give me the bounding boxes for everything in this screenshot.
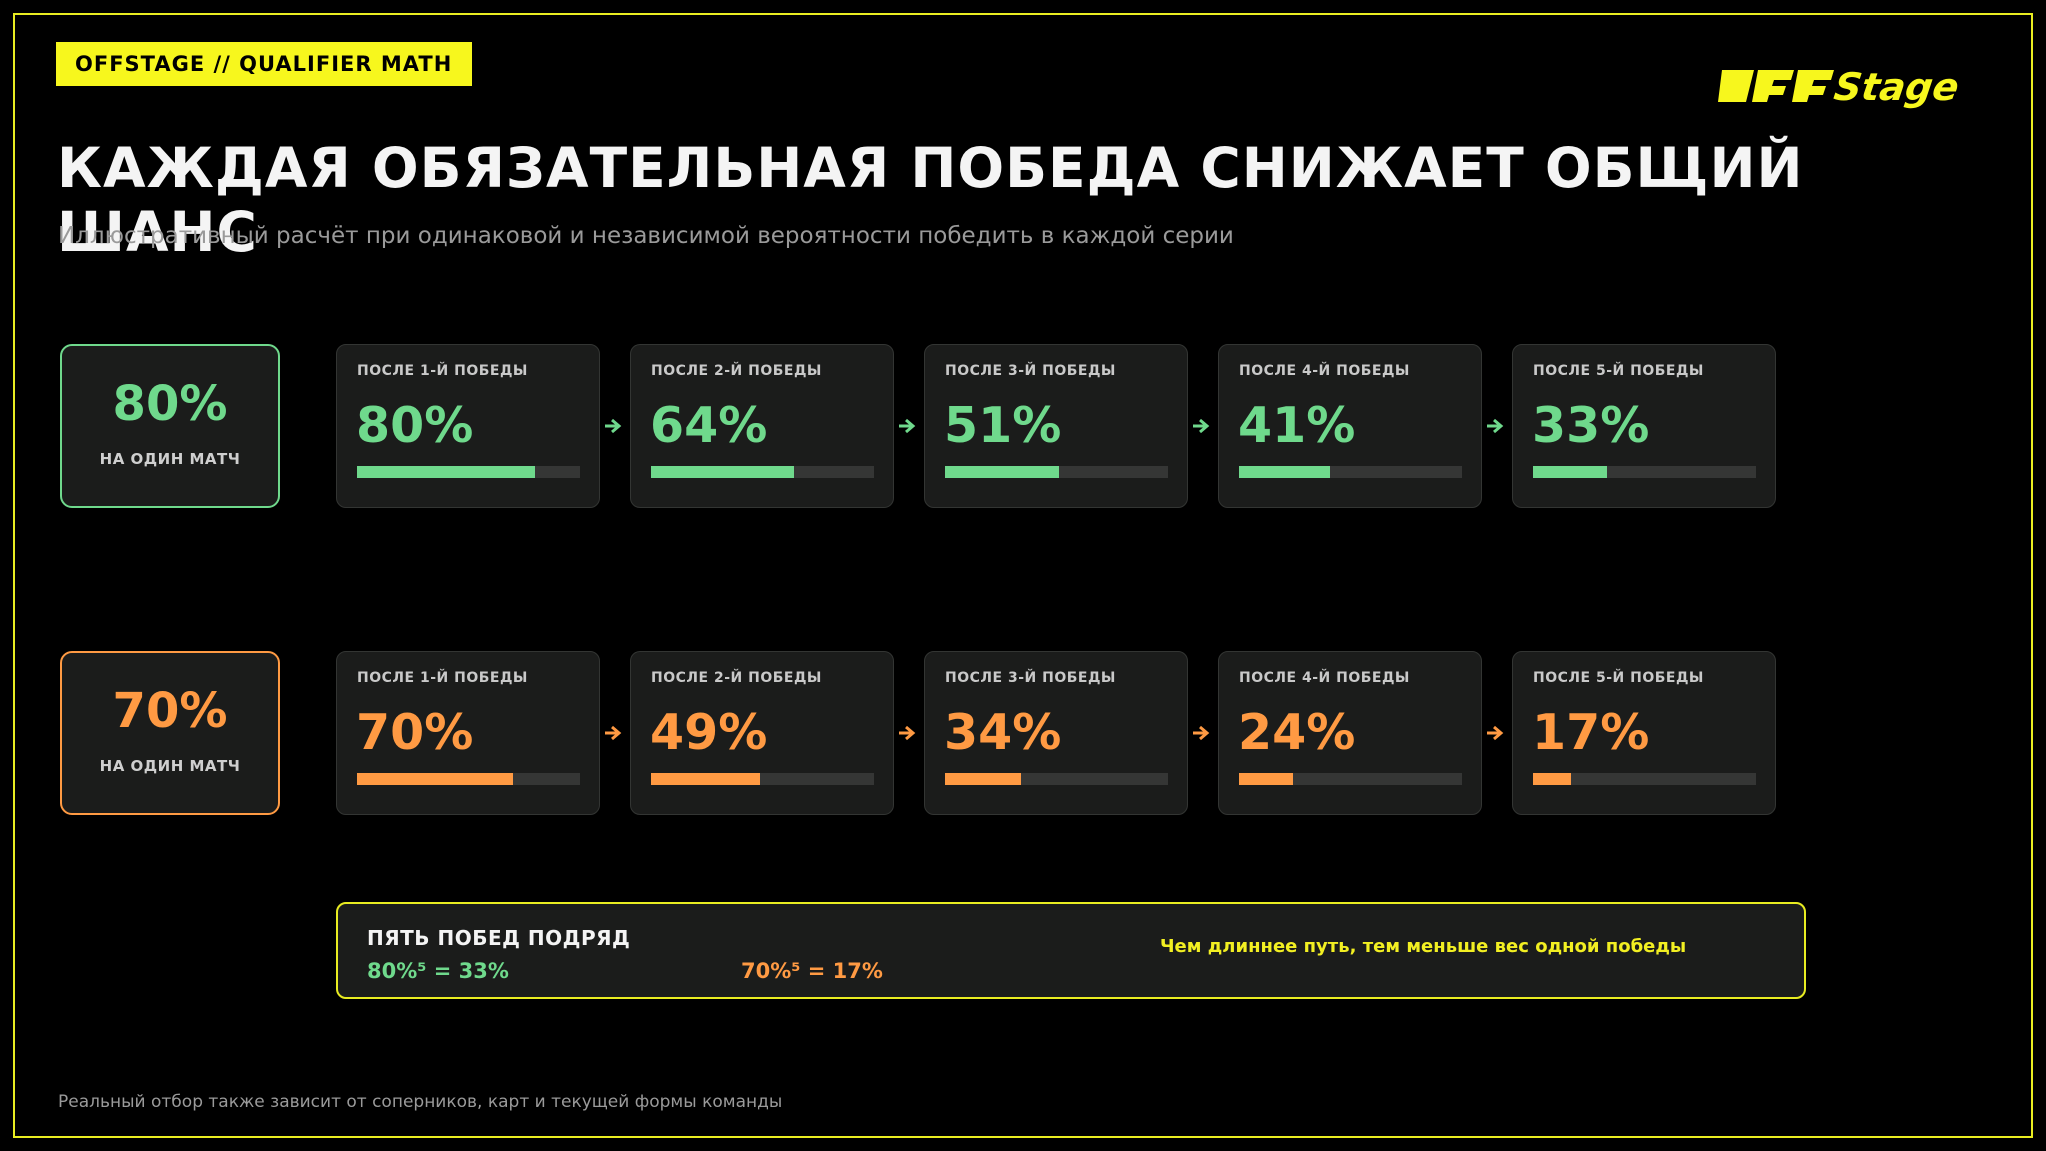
arrow-right-icon bbox=[899, 725, 916, 741]
progress-track bbox=[651, 466, 874, 478]
probability-row-70: 70% НА ОДИН МАТЧ ПОСЛЕ 1-Й ПОБЕДЫ 70% ПО… bbox=[0, 651, 2046, 816]
summary-note: Чем длиннее путь, тем меньше вес одной п… bbox=[1160, 936, 1687, 957]
summary-heading: ПЯТЬ ПОБЕД ПОДРЯД bbox=[367, 926, 631, 950]
per-match-box: 70% НА ОДИН МАТЧ bbox=[60, 651, 280, 815]
per-match-box: 80% НА ОДИН МАТЧ bbox=[60, 344, 280, 508]
step-card-4: ПОСЛЕ 4-Й ПОБЕДЫ 41% bbox=[1218, 344, 1482, 508]
progress-track bbox=[945, 466, 1168, 478]
summary-panel: ПЯТЬ ПОБЕД ПОДРЯД 80%⁵ = 33% 70%⁵ = 17% … bbox=[336, 902, 1806, 999]
progress-track bbox=[357, 773, 580, 785]
arrow-right-icon bbox=[1193, 418, 1210, 434]
step-value: 51% bbox=[944, 397, 1062, 454]
progress-fill bbox=[651, 773, 761, 785]
per-match-value: 80% bbox=[112, 376, 228, 432]
progress-fill bbox=[1239, 466, 1331, 478]
progress-fill bbox=[357, 466, 536, 478]
progress-track bbox=[357, 466, 580, 478]
step-card-5: ПОСЛЕ 5-Й ПОБЕДЫ 33% bbox=[1512, 344, 1776, 508]
offstage-logo: Stage bbox=[1718, 66, 1958, 110]
step-label: ПОСЛЕ 1-Й ПОБЕДЫ bbox=[357, 363, 528, 379]
step-value: 17% bbox=[1532, 704, 1650, 761]
arrow-right-icon bbox=[1193, 725, 1210, 741]
step-card-1: ПОСЛЕ 1-Й ПОБЕДЫ 70% bbox=[336, 651, 600, 815]
page-title: КАЖДАЯ ОБЯЗАТЕЛЬНАЯ ПОБЕДА СНИЖАЕТ ОБЩИЙ… bbox=[57, 136, 1804, 264]
probability-row-80: 80% НА ОДИН МАТЧ ПОСЛЕ 1-Й ПОБЕДЫ 80% ПО… bbox=[0, 344, 2046, 509]
formula-70: 70%⁵ = 17% bbox=[741, 959, 883, 983]
brand-tag: OFFSTAGE // QUALIFIER MATH bbox=[56, 42, 472, 86]
step-label: ПОСЛЕ 4-Й ПОБЕДЫ bbox=[1239, 363, 1410, 379]
per-match-caption: НА ОДИН МАТЧ bbox=[99, 757, 241, 775]
progress-fill bbox=[1533, 466, 1607, 478]
step-value: 49% bbox=[650, 704, 768, 761]
step-value: 24% bbox=[1238, 704, 1356, 761]
step-value: 41% bbox=[1238, 397, 1356, 454]
arrow-right-icon bbox=[1487, 725, 1504, 741]
step-card-2: ПОСЛЕ 2-Й ПОБЕДЫ 49% bbox=[630, 651, 894, 815]
arrow-right-icon bbox=[1487, 418, 1504, 434]
step-label: ПОСЛЕ 4-Й ПОБЕДЫ bbox=[1239, 670, 1410, 686]
step-card-2: ПОСЛЕ 2-Й ПОБЕДЫ 64% bbox=[630, 344, 894, 508]
step-label: ПОСЛЕ 5-Й ПОБЕДЫ bbox=[1533, 670, 1704, 686]
progress-track bbox=[1533, 466, 1756, 478]
step-card-1: ПОСЛЕ 1-Й ПОБЕДЫ 80% bbox=[336, 344, 600, 508]
step-card-3: ПОСЛЕ 3-Й ПОБЕДЫ 51% bbox=[924, 344, 1188, 508]
step-label: ПОСЛЕ 3-Й ПОБЕДЫ bbox=[945, 363, 1116, 379]
step-label: ПОСЛЕ 2-Й ПОБЕДЫ bbox=[651, 670, 822, 686]
step-value: 34% bbox=[944, 704, 1062, 761]
step-label: ПОСЛЕ 5-Й ПОБЕДЫ bbox=[1533, 363, 1704, 379]
step-value: 64% bbox=[650, 397, 768, 454]
step-label: ПОСЛЕ 1-Й ПОБЕДЫ bbox=[357, 670, 528, 686]
progress-track bbox=[1239, 466, 1462, 478]
formula-80: 80%⁵ = 33% bbox=[367, 959, 509, 983]
progress-fill bbox=[1533, 773, 1571, 785]
progress-fill bbox=[651, 466, 794, 478]
step-card-3: ПОСЛЕ 3-Й ПОБЕДЫ 34% bbox=[924, 651, 1188, 815]
step-value: 70% bbox=[356, 704, 474, 761]
arrow-right-icon bbox=[899, 418, 916, 434]
step-value: 80% bbox=[356, 397, 474, 454]
step-value: 33% bbox=[1532, 397, 1650, 454]
progress-track bbox=[945, 773, 1168, 785]
step-card-4: ПОСЛЕ 4-Й ПОБЕДЫ 24% bbox=[1218, 651, 1482, 815]
progress-fill bbox=[1239, 773, 1293, 785]
progress-track bbox=[1533, 773, 1756, 785]
step-label: ПОСЛЕ 3-Й ПОБЕДЫ bbox=[945, 670, 1116, 686]
per-match-value: 70% bbox=[112, 683, 228, 739]
progress-track bbox=[1239, 773, 1462, 785]
arrow-right-icon bbox=[605, 418, 622, 434]
progress-fill bbox=[945, 773, 1021, 785]
step-card-5: ПОСЛЕ 5-Й ПОБЕДЫ 17% bbox=[1512, 651, 1776, 815]
footnote: Реальный отбор также зависит от соперник… bbox=[58, 1092, 783, 1112]
svg-text:Stage: Stage bbox=[1831, 66, 1958, 110]
page-frame bbox=[13, 13, 2033, 1138]
page-subtitle: Иллюстративный расчёт при одинаковой и н… bbox=[58, 223, 1234, 249]
arrow-right-icon bbox=[605, 725, 622, 741]
per-match-caption: НА ОДИН МАТЧ bbox=[99, 450, 241, 468]
progress-track bbox=[651, 773, 874, 785]
step-label: ПОСЛЕ 2-Й ПОБЕДЫ bbox=[651, 363, 822, 379]
progress-fill bbox=[357, 773, 514, 785]
progress-fill bbox=[945, 466, 1059, 478]
